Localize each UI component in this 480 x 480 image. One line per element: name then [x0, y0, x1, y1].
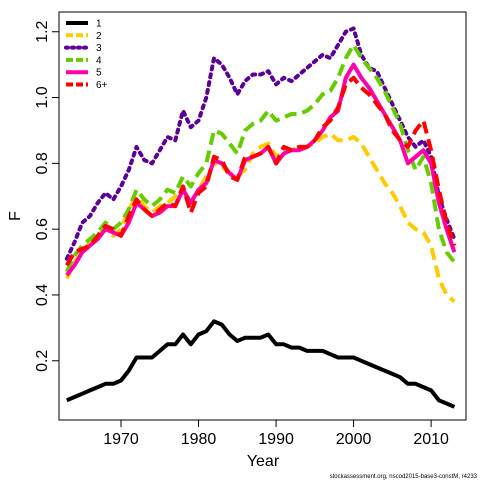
x-axis: 1970 1980 1990 2000 2010	[103, 420, 449, 448]
legend-label-1: 2	[96, 31, 102, 42]
y-tick-label: 0.2	[34, 350, 51, 372]
y-axis-title: F	[7, 211, 24, 221]
y-axis: 0.2 0.4 0.6 0.8 1.0 1.2	[34, 20, 59, 372]
series-line-5	[65, 75, 457, 267]
x-axis-title: Year	[247, 453, 280, 470]
y-tick-label: 1.2	[34, 20, 51, 42]
legend-label-0: 1	[96, 19, 102, 30]
legend-label-3: 4	[96, 55, 102, 66]
x-tick-label: 2010	[413, 431, 449, 448]
legend-label-5: 6+	[96, 80, 108, 91]
footer-source-text: stockassessment.org, nscod2015-base3-con…	[330, 474, 478, 480]
series-line-3	[64, 42, 456, 273]
x-tick-label: 1980	[181, 431, 217, 448]
y-tick-label: 1.0	[34, 86, 51, 108]
x-tick-label: 2000	[336, 431, 372, 448]
series-layer	[64, 26, 457, 409]
x-tick-label: 1990	[258, 431, 294, 448]
y-tick-label: 0.8	[34, 152, 51, 174]
x-tick-label: 1970	[103, 431, 139, 448]
y-tick-label: 0.6	[34, 218, 51, 240]
series-line-0	[66, 319, 456, 409]
plot-frame	[58, 11, 467, 421]
y-tick-label: 0.4	[34, 284, 51, 306]
legend-label-2: 3	[96, 43, 102, 54]
legend-label-4: 5	[96, 68, 102, 79]
series-line-1	[64, 131, 456, 304]
